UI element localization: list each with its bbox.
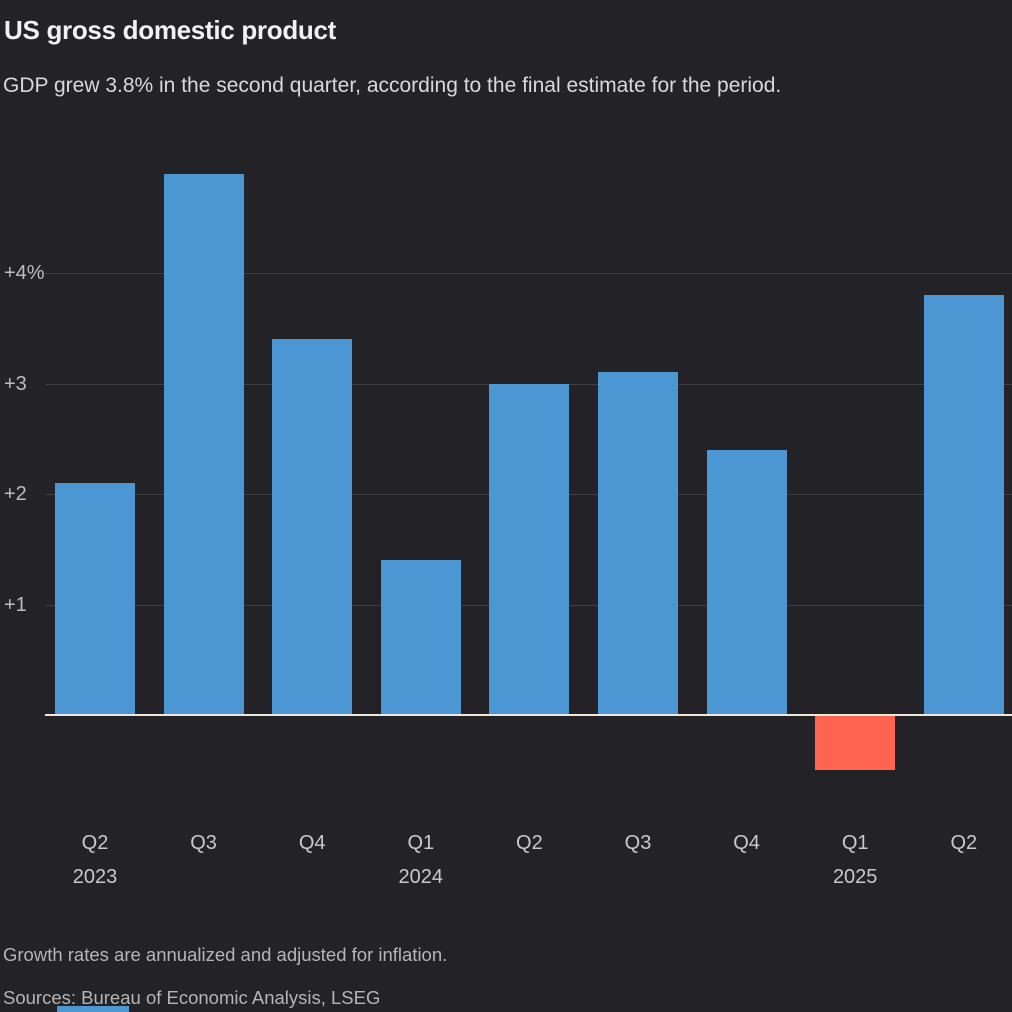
bar-Q3-1 — [163, 173, 244, 715]
bar-Q3-5 — [598, 372, 678, 715]
plot-area — [45, 160, 1012, 820]
bar-Q4-6 — [706, 449, 787, 715]
chart-subtitle: GDP grew 3.8% in the second quarter, acc… — [3, 74, 782, 97]
year-label-2024: 2024 — [398, 866, 444, 888]
y-tick-label-4: +4% — [4, 262, 45, 284]
chart-footnote: Growth rates are annualized and adjusted… — [3, 944, 448, 965]
chart-title: US gross domestic product — [4, 15, 336, 45]
x-tick-label-Q1-7: Q1 — [841, 832, 869, 854]
year-label-2023: 2023 — [72, 866, 118, 888]
x-tick-label-Q2-4: Q2 — [516, 832, 543, 854]
bar-Q1-7 — [815, 715, 896, 771]
x-tick-label-Q1-3: Q1 — [407, 832, 435, 854]
y-tick-label-3: +3 — [4, 372, 27, 395]
x-tick-label-Q3-1: Q3 — [190, 832, 217, 854]
bar-Q2-8 — [923, 295, 1004, 715]
x-tick-label-Q2-8: Q2 — [950, 832, 978, 854]
x-tick-label-Q3-5: Q3 — [624, 832, 652, 854]
x-tick-label-Q2-0: Q2 — [81, 832, 109, 854]
zero-baseline — [45, 714, 1012, 716]
year-label-2025: 2025 — [832, 866, 878, 888]
y-tick-label-1: +1 — [4, 593, 27, 616]
x-tick-label-Q4-2: Q4 — [298, 832, 326, 854]
gridline-4 — [45, 273, 1012, 274]
chart-sources: Sources: Bureau of Economic Analysis, LS… — [3, 987, 381, 1008]
bar-Q2-0 — [55, 482, 135, 715]
bar-Q4-2 — [272, 339, 353, 715]
bar-Q2-4 — [489, 383, 570, 715]
logo-fragment — [57, 1006, 129, 1012]
x-tick-label-Q4-6: Q4 — [733, 832, 760, 854]
bar-Q1-3 — [380, 560, 461, 715]
y-tick-label-2: +2 — [4, 483, 27, 505]
